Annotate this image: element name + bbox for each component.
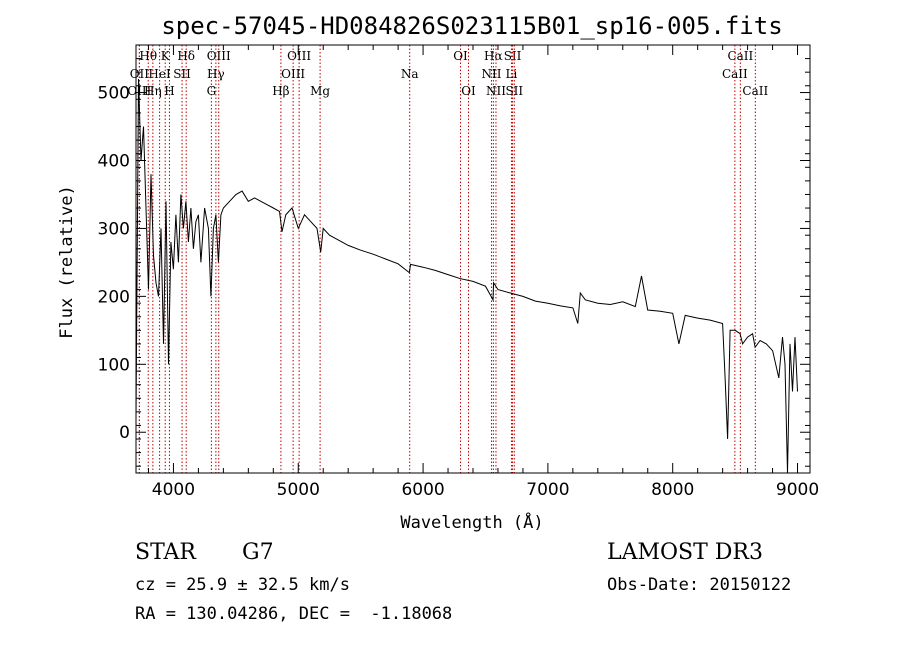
line-marker-label: SII — [504, 49, 522, 63]
line-marker-label: SII — [173, 67, 191, 81]
line-marker-label: Hγ — [207, 67, 225, 81]
line-marker-label: OIII — [127, 84, 151, 98]
line-marker-label: Hη — [144, 84, 162, 98]
x-tick-label: 4000 — [152, 480, 195, 500]
line-marker-label: OI — [453, 49, 468, 63]
x-tick-label: 7000 — [526, 480, 569, 500]
y-tick-label: 500 — [98, 84, 130, 104]
line-marker-label: OI — [461, 84, 476, 98]
x-tick-label: 6000 — [401, 480, 444, 500]
line-marker-label: Li — [506, 67, 518, 81]
line-marker-label: K — [161, 49, 171, 63]
line-marker-label: Hα — [484, 49, 503, 63]
line-marker-label: NII — [486, 84, 506, 98]
flux-series-line — [135, 78, 798, 474]
y-tick-label: 100 — [98, 355, 130, 375]
y-tick-label: 200 — [98, 287, 130, 307]
line-marker-label: CaII — [742, 84, 768, 98]
line-marker-label: OIII — [207, 49, 231, 63]
x-tick-label: 9000 — [776, 480, 819, 500]
line-marker-label: Hβ — [272, 84, 289, 98]
line-marker-label: Mg — [310, 84, 330, 98]
line-marker-label: Hθ — [139, 49, 157, 63]
redshift-velocity: cz = 25.9 ± 32.5 km/s — [135, 575, 350, 595]
observation-date: Obs-Date: 20150122 — [607, 575, 792, 595]
axis-ticks: 4000 5000 6000 7000 8000 9000 0 100 200 300 400 500 — [98, 45, 819, 500]
plot-frame — [135, 44, 811, 474]
line-marker-label: OIII — [287, 49, 311, 63]
line-marker-label: NII — [481, 67, 501, 81]
x-tick-label: 8000 — [651, 480, 694, 500]
line-marker-label: SII — [505, 84, 523, 98]
x-tick-label: 5000 — [277, 480, 320, 500]
survey-name: LAMOST DR3 — [607, 540, 763, 565]
line-marker-label: G — [207, 84, 217, 98]
line-marker-label: HeI — [148, 67, 171, 81]
y-tick-label: 400 — [98, 151, 130, 171]
line-marker-label: OIII — [281, 67, 305, 81]
subclass: G7 — [242, 540, 274, 565]
line-marker-label: H — [164, 84, 174, 98]
line-marker-label: Na — [401, 67, 419, 81]
x-axis-label: Wavelength (Å) — [400, 511, 543, 533]
line-marker-label: Hδ — [177, 49, 195, 63]
y-tick-label: 300 — [98, 219, 130, 239]
coordinates: RA = 130.04286, DEC = -1.18068 — [135, 604, 453, 624]
line-marker-label: CaII — [727, 49, 753, 63]
line-marker-label: CaII — [722, 67, 748, 81]
object-class: STAR — [135, 540, 196, 565]
y-tick-label: 0 — [119, 423, 130, 443]
y-axis-label: Flux (relative) — [57, 185, 77, 339]
chart-title: spec-57045-HD084826S023115B01_sp16-005.f… — [161, 12, 782, 40]
